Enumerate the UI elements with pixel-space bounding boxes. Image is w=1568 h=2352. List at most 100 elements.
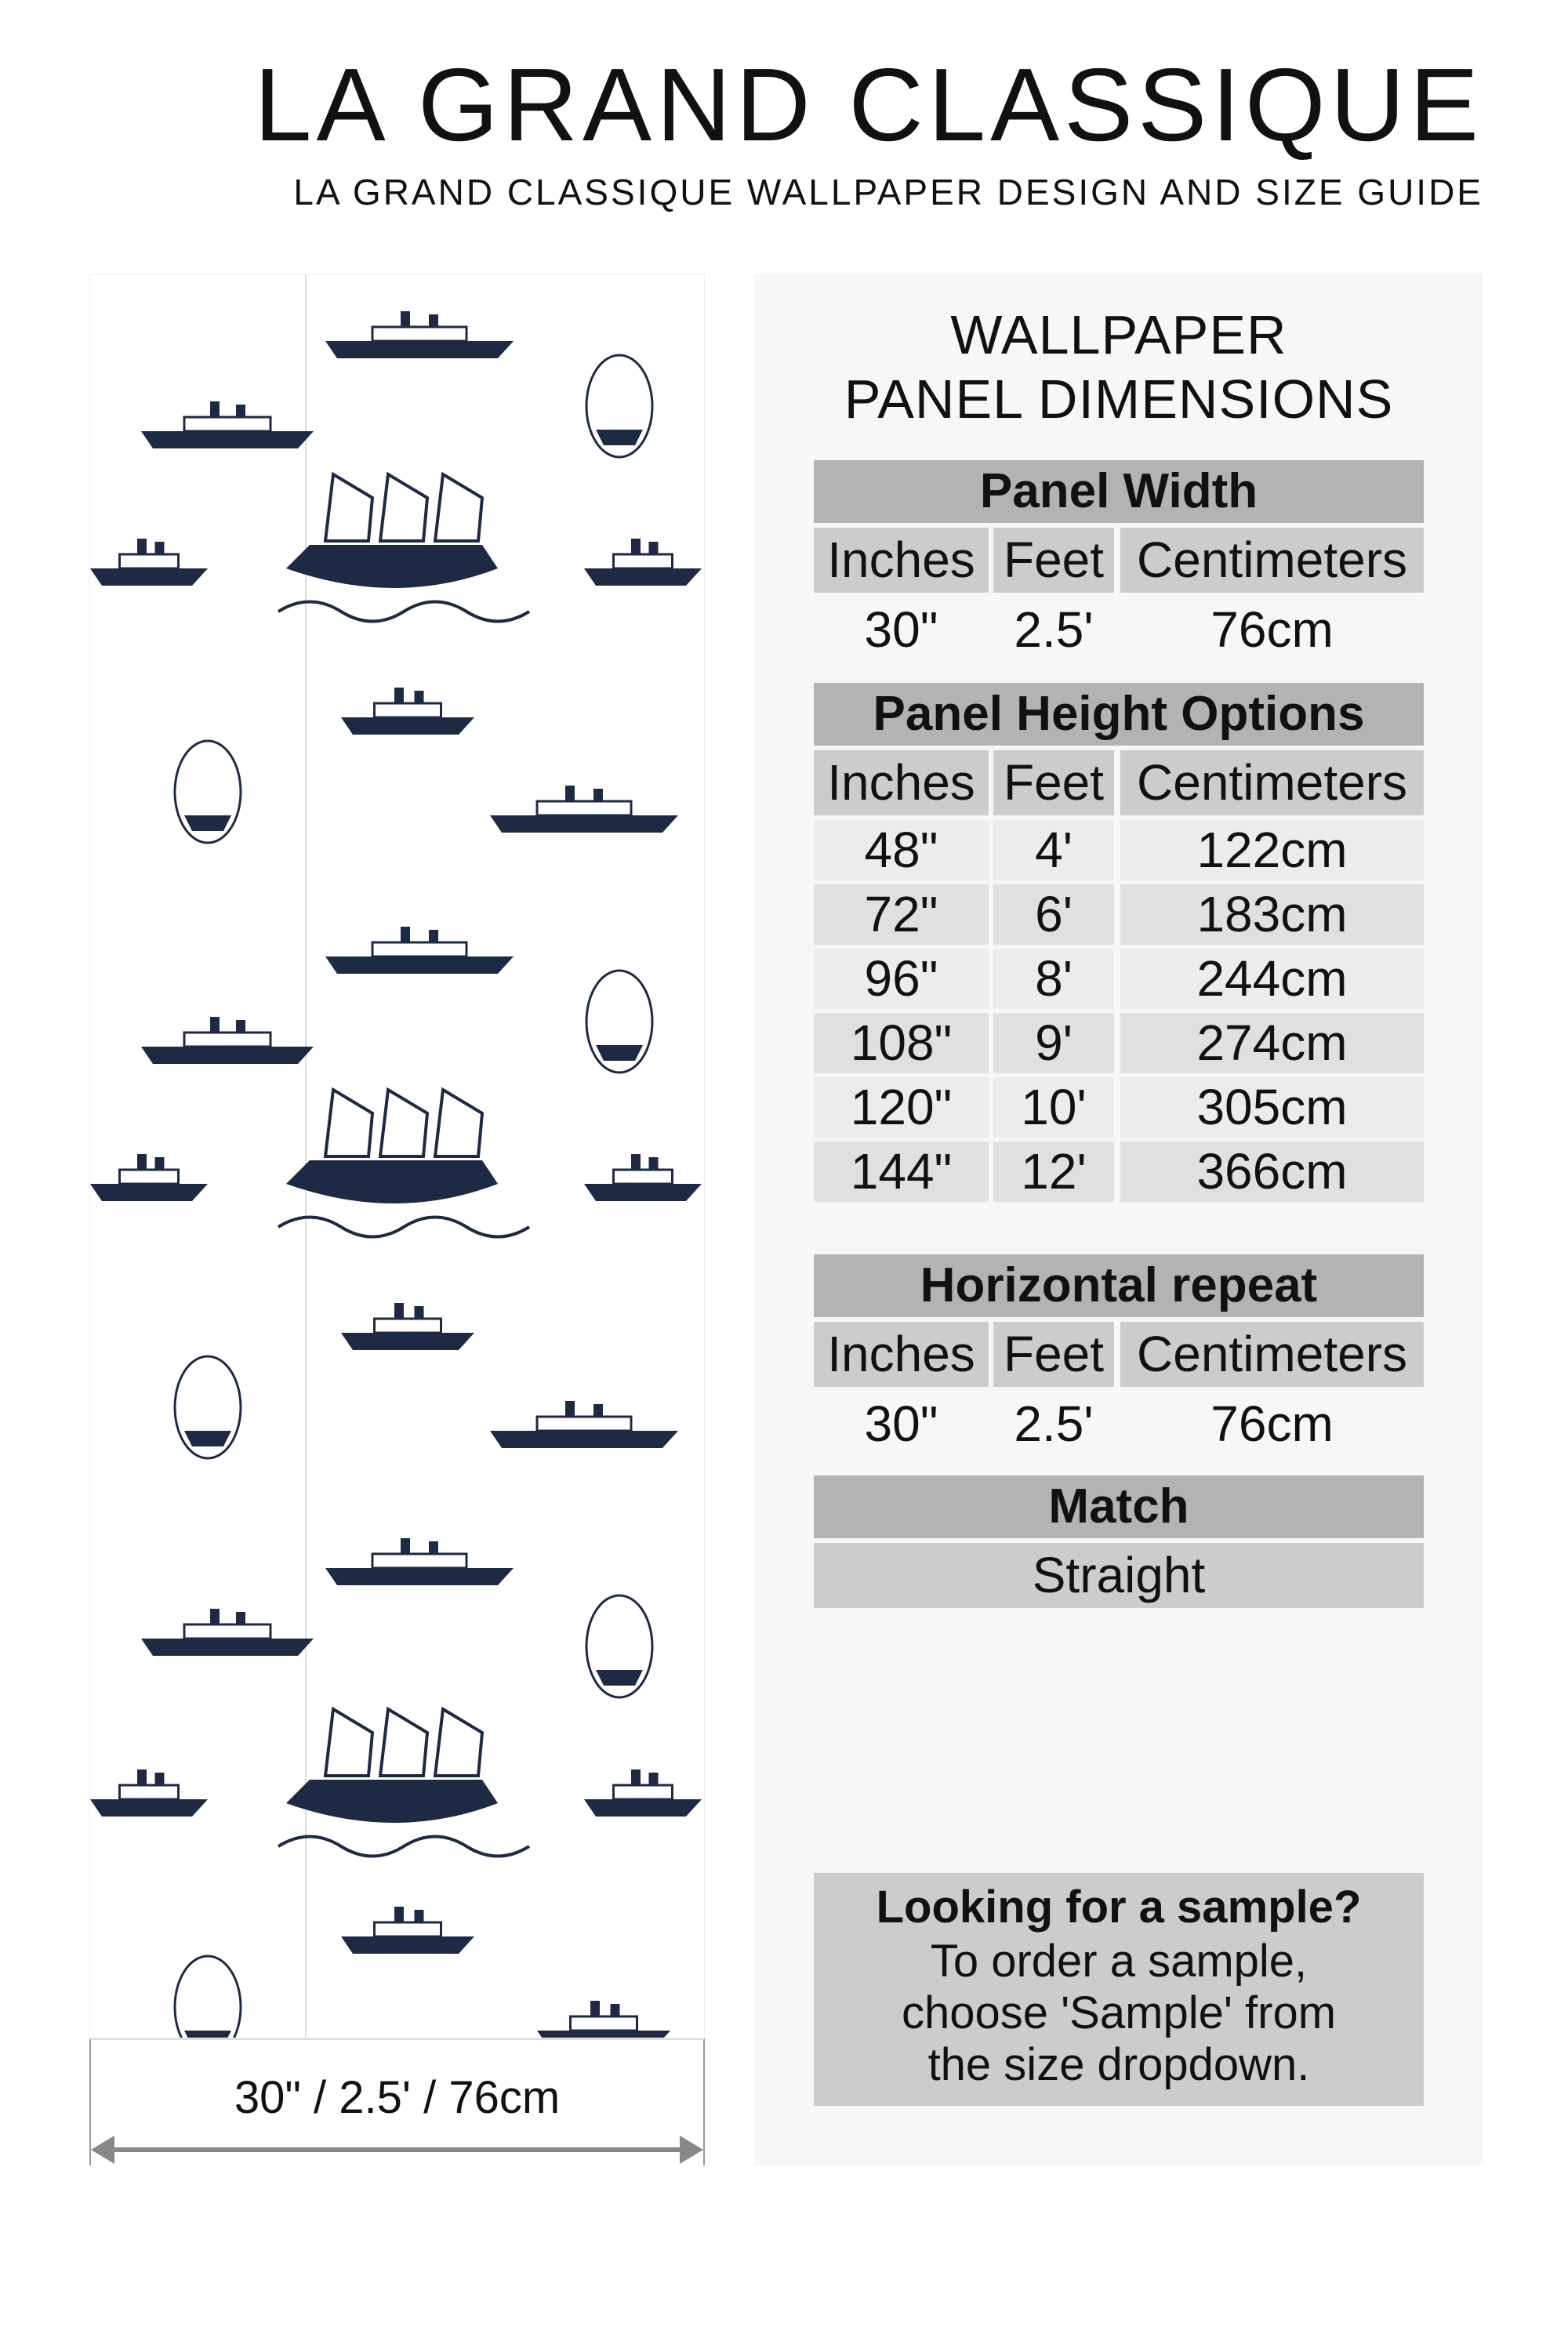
value-cm: 183cm <box>1120 884 1424 945</box>
ship-funnel <box>414 1910 424 1922</box>
col-feet: Feet <box>993 750 1114 815</box>
ship-hull <box>341 1333 474 1350</box>
ship-funnel <box>210 401 220 417</box>
value-feet: 2.5' <box>1014 1396 1094 1452</box>
ship-sail <box>323 1087 375 1158</box>
value-feet: 9' <box>993 1013 1114 1073</box>
ship-funnel <box>429 930 438 942</box>
ship-deck <box>371 941 468 958</box>
value-inches: 30" <box>864 1396 938 1452</box>
double-arrow-icon <box>91 2136 703 2164</box>
ship-hull <box>584 1799 702 1817</box>
height-option-row: 120" 10' 305cm <box>814 1077 1424 1138</box>
column-headers: Inches Feet Centimeters <box>814 1322 1424 1387</box>
panel-height-table: Panel Height Options Inches Feet Centimete… <box>814 683 1424 1206</box>
ship-vignette <box>173 1355 242 1460</box>
ship-funnel <box>401 1538 410 1554</box>
ship-hull <box>341 1936 474 1954</box>
ship-funnel <box>414 1306 424 1319</box>
ship-sail <box>378 1706 430 1777</box>
ship-deck <box>612 1784 673 1801</box>
horizontal-repeat-table: Horizontal repeat Inches Feet Centimeters … <box>814 1254 1424 1461</box>
ship-hull <box>537 2031 670 2038</box>
sample-line3: the size dropdown. <box>927 2039 1310 2090</box>
value-cm: 76cm <box>1210 1396 1334 1452</box>
ship-deck <box>118 1784 180 1801</box>
ship-funnel <box>648 1773 659 1785</box>
col-cm: Centimeters <box>1120 750 1424 815</box>
value-cm: 366cm <box>1120 1142 1424 1202</box>
value-inches: 30" <box>864 601 938 658</box>
width-dimension: 30" / 2.5' / 76cm <box>89 2038 705 2165</box>
value-feet: 12' <box>993 1142 1114 1202</box>
value-inches: 72" <box>814 884 989 945</box>
ship-deck <box>612 553 673 570</box>
panel-height-heading: Panel Height Options <box>814 683 1424 746</box>
ship-vignette <box>173 1955 242 2038</box>
sailing-ship-hull <box>286 1780 498 1823</box>
ship-funnel <box>236 1020 245 1033</box>
ship-funnel <box>137 1769 147 1785</box>
ship-vignette <box>585 969 654 1074</box>
ship-deck <box>373 702 442 719</box>
sample-line1: To order a sample, <box>930 1936 1308 1987</box>
ship-funnel <box>401 927 410 942</box>
ship-deck <box>535 1415 633 1432</box>
ship-sail <box>433 1087 485 1158</box>
col-cm: Centimeters <box>1120 1322 1424 1387</box>
match-heading: Match <box>814 1475 1424 1538</box>
ship-pattern <box>90 274 702 2038</box>
value-cm: 122cm <box>1120 820 1424 880</box>
ship-sail <box>433 471 485 543</box>
ship-hull <box>584 1184 702 1201</box>
height-option-row: 108" 9' 274cm <box>814 1013 1424 1073</box>
ship-funnel <box>610 2004 620 2016</box>
ship-sail <box>323 471 375 543</box>
ship-hull <box>490 1431 678 1448</box>
height-option-row: 96" 8' 244cm <box>814 949 1424 1009</box>
value-cm: 244cm <box>1120 949 1424 1009</box>
ship-funnel <box>154 1773 165 1785</box>
ship-hull <box>141 1047 314 1064</box>
ship-vignette <box>585 1594 654 1699</box>
ship-deck <box>183 1623 272 1640</box>
wallpaper-pattern-preview <box>89 274 705 2038</box>
ship-hull <box>341 717 474 735</box>
ship-funnel <box>631 1769 641 1785</box>
panel-width-heading: Panel Width <box>814 460 1424 523</box>
ship-funnel <box>236 1612 245 1624</box>
value-cm: 76cm <box>1210 601 1334 658</box>
value-cm: 274cm <box>1120 1013 1424 1073</box>
sailing-ship-hull <box>286 1160 498 1203</box>
ship-sail <box>378 471 430 543</box>
waves <box>277 1215 531 1239</box>
ship-sail <box>378 1087 430 1158</box>
col-inches: Inches <box>814 750 989 815</box>
value-cm: 305cm <box>1120 1077 1424 1138</box>
ship-funnel <box>429 314 438 327</box>
value-inches: 144" <box>814 1142 989 1202</box>
height-option-row: 48" 4' 122cm <box>814 820 1424 880</box>
ship-hull <box>90 568 208 586</box>
col-cm: Centimeters <box>1120 528 1424 593</box>
ship-funnel <box>429 1541 438 1554</box>
ship-hull <box>584 568 702 586</box>
ship-funnel <box>631 539 641 554</box>
ship-funnel <box>648 1157 659 1170</box>
ship-hull <box>325 341 514 358</box>
height-option-row: 72" 6' 183cm <box>814 884 1424 945</box>
horizontal-repeat-values: 30" 2.5' 76cm <box>814 1392 1424 1457</box>
panel-width-table: Panel Width Inches Feet Centimeters 30" 2.5… <box>814 460 1424 667</box>
horizontal-repeat-heading: Horizontal repeat <box>814 1254 1424 1317</box>
ship-deck <box>183 416 272 433</box>
panel-title-line2: PANEL DIMENSIONS <box>844 368 1394 430</box>
ship-deck <box>118 553 180 570</box>
ship-funnel <box>401 311 410 327</box>
ship-funnel <box>414 691 424 703</box>
ship-deck <box>612 1168 673 1185</box>
sample-heading: Looking for a sample? <box>876 1882 1362 1933</box>
ship-funnel <box>137 1154 147 1170</box>
ship-funnel <box>137 539 147 554</box>
ship-funnel <box>590 2001 600 2016</box>
ship-funnel <box>394 1907 404 1922</box>
